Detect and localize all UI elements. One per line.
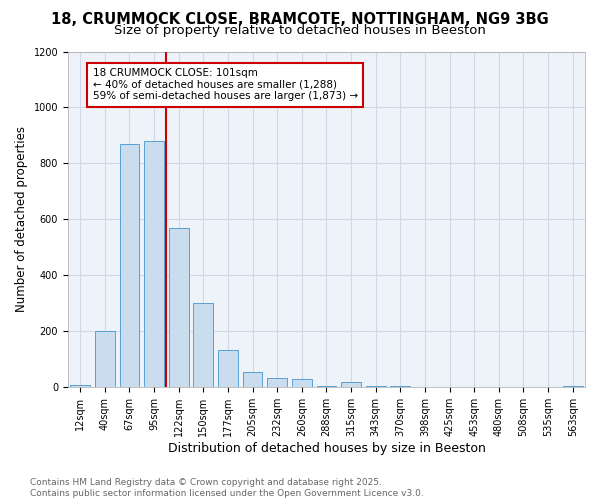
Bar [415, 387, 435, 388]
Text: 18 CRUMMOCK CLOSE: 101sqm
← 40% of detached houses are smaller (1,288)
59% of se: 18 CRUMMOCK CLOSE: 101sqm ← 40% of detac… [92, 68, 358, 102]
Bar [341, 382, 361, 388]
Bar [563, 386, 583, 388]
Bar [70, 384, 90, 388]
Bar [317, 386, 337, 388]
Bar [218, 350, 238, 388]
Bar [292, 379, 311, 388]
Bar [144, 141, 164, 388]
Bar [268, 378, 287, 388]
Bar [391, 386, 410, 388]
Bar [169, 228, 188, 388]
Bar [366, 386, 386, 388]
Text: Size of property relative to detached houses in Beeston: Size of property relative to detached ho… [114, 24, 486, 37]
Text: 18, CRUMMOCK CLOSE, BRAMCOTE, NOTTINGHAM, NG9 3BG: 18, CRUMMOCK CLOSE, BRAMCOTE, NOTTINGHAM… [51, 12, 549, 28]
Bar [193, 304, 213, 388]
X-axis label: Distribution of detached houses by size in Beeston: Distribution of detached houses by size … [167, 442, 485, 455]
Y-axis label: Number of detached properties: Number of detached properties [15, 126, 28, 312]
Bar [243, 372, 262, 388]
Bar [95, 332, 115, 388]
Text: Contains HM Land Registry data © Crown copyright and database right 2025.
Contai: Contains HM Land Registry data © Crown c… [30, 478, 424, 498]
Bar [119, 144, 139, 388]
